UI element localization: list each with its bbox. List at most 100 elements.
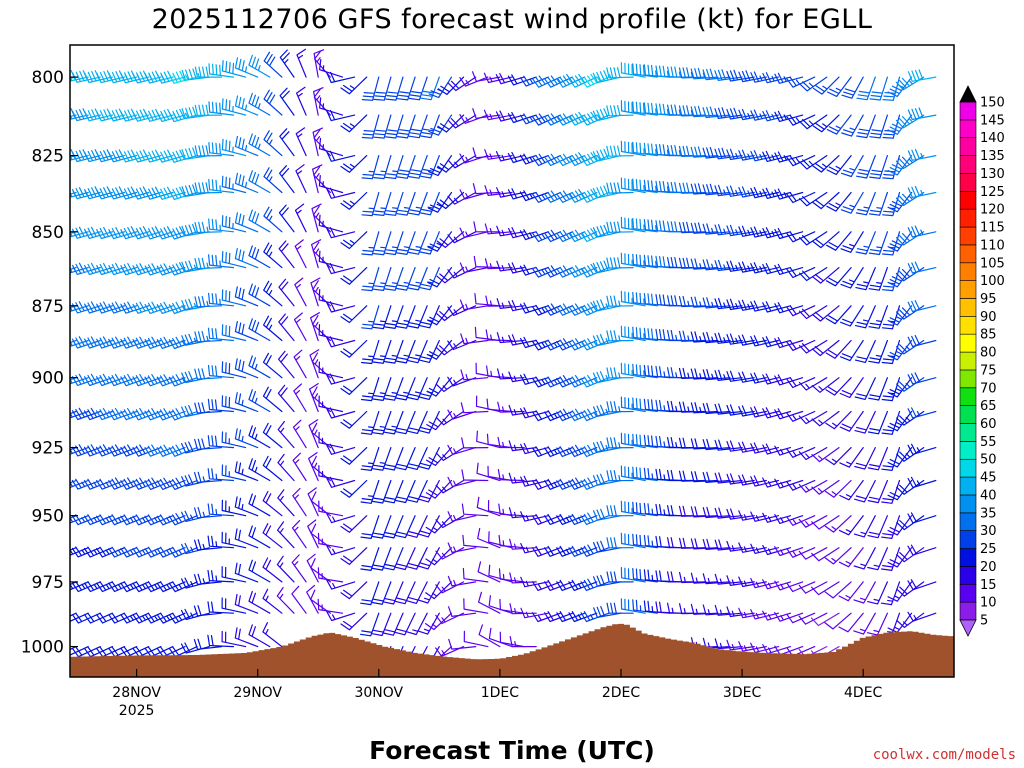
- wind-barb: [799, 191, 828, 207]
- wind-barb: [292, 419, 307, 449]
- wind-barb: [532, 612, 561, 623]
- wind-barb: [620, 598, 646, 614]
- wind-barb: [907, 407, 937, 419]
- wind-barb: [234, 593, 259, 614]
- wind-barb: [620, 500, 646, 517]
- wind-barb: [248, 624, 271, 648]
- wind-barb: [484, 149, 513, 160]
- colorbar-tick-label: 5: [980, 614, 988, 629]
- wind-barb: [417, 547, 440, 570]
- wind-barb: [312, 127, 323, 157]
- wind-barb: [774, 478, 804, 489]
- colorbar-tick-label: 15: [980, 578, 997, 593]
- x-tick-label: 1DEC: [481, 685, 520, 701]
- wind-barb: [798, 447, 828, 461]
- wind-barb: [738, 149, 767, 161]
- wind-barb: [750, 300, 779, 312]
- wind-barb: [556, 545, 586, 557]
- wind-barb: [296, 48, 307, 78]
- wind-barb: [384, 155, 404, 180]
- wind-barb: [798, 515, 828, 528]
- wind-barb: [786, 231, 816, 243]
- wind-barb: [208, 63, 235, 78]
- wind-barb: [786, 479, 816, 491]
- wind-barb: [556, 265, 586, 278]
- colorbar-segment: [959, 583, 977, 603]
- wind-barb: [156, 444, 186, 457]
- wind-barb: [544, 265, 574, 278]
- wind-barb: [248, 525, 271, 549]
- wind-barb: [738, 641, 767, 652]
- wind-barb: [447, 575, 477, 587]
- wind-barb: [96, 226, 126, 240]
- wind-barb: [221, 215, 247, 233]
- wind-barb: [544, 153, 574, 167]
- wind-barb: [276, 555, 295, 583]
- colorbar-segment: [959, 173, 977, 192]
- wind-barb: [459, 299, 489, 311]
- colorbar-segment: [959, 458, 977, 478]
- wind-barb: [277, 453, 295, 482]
- wind-barb: [181, 298, 210, 311]
- wind-barb: [556, 73, 586, 88]
- wind-barb: [853, 515, 876, 538]
- wind-barb: [447, 511, 477, 522]
- wind-barb: [156, 336, 186, 349]
- wind-barb: [221, 464, 247, 482]
- wind-barb: [544, 190, 574, 203]
- wind-barb: [372, 410, 392, 435]
- wind-barb: [593, 404, 622, 417]
- wind-barb: [826, 191, 852, 212]
- wind-barb: [507, 111, 537, 124]
- colorbar-segment: [959, 280, 977, 299]
- wind-barb: [738, 334, 767, 346]
- wind-barb: [420, 76, 440, 101]
- wind-barb: [156, 108, 186, 122]
- wind-barb: [544, 545, 574, 557]
- wind-barb: [606, 105, 634, 117]
- wind-barb: [738, 441, 767, 453]
- wind-barb: [606, 257, 634, 269]
- wind-barb: [207, 327, 235, 342]
- wind-barb: [373, 155, 392, 180]
- wind-barb: [248, 92, 271, 116]
- wind-barb: [120, 108, 150, 122]
- wind-barb: [786, 305, 816, 317]
- wind-barb: [221, 361, 247, 379]
- wind-barb: [407, 339, 428, 364]
- colorbar-tick-label: 45: [980, 471, 997, 486]
- wind-barb: [248, 389, 271, 413]
- wind-barb: [156, 186, 186, 200]
- wind-barb: [418, 447, 440, 470]
- wind-barb: [70, 266, 89, 274]
- wind-barb: [373, 231, 392, 256]
- wind-barb: [606, 67, 634, 79]
- wind-barb: [568, 545, 598, 557]
- wind-barb: [120, 407, 150, 421]
- wind-barb: [71, 478, 101, 490]
- wind-barb: [854, 447, 876, 470]
- wind-barb: [895, 305, 925, 320]
- wind-barb: [262, 622, 283, 648]
- wind-barb: [263, 130, 283, 157]
- wind-barb: [181, 333, 210, 346]
- wind-barb: [463, 598, 489, 614]
- wind-barb: [70, 190, 89, 198]
- wind-barb: [825, 339, 852, 359]
- wind-barb: [620, 290, 646, 307]
- wind-barb: [120, 186, 150, 200]
- wind-barb: [460, 369, 489, 381]
- wind-barb: [532, 581, 561, 591]
- wind-barb: [248, 283, 271, 307]
- wind-barb: [726, 224, 755, 237]
- wind-barb: [812, 191, 840, 210]
- wind-barb: [824, 612, 852, 630]
- wind-barb: [96, 301, 126, 314]
- wind-barb: [361, 267, 380, 292]
- y-tick-label: 925: [32, 439, 64, 459]
- wind-barb: [463, 630, 489, 648]
- wind-barb: [326, 545, 356, 556]
- wind-barb: [120, 612, 150, 624]
- wind-barb: [294, 239, 307, 269]
- wind-barb: [460, 333, 489, 345]
